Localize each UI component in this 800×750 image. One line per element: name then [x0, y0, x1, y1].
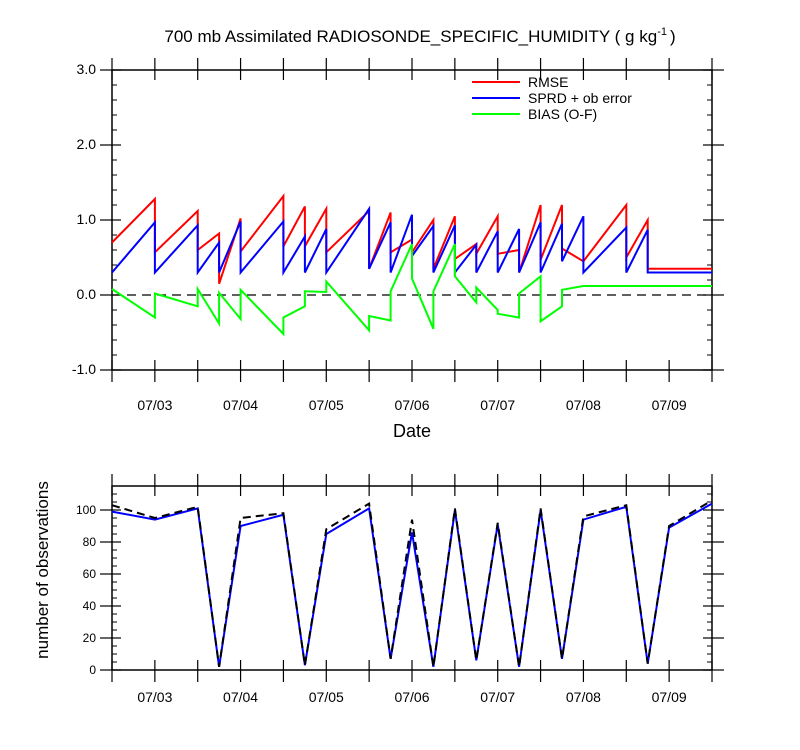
x-tick-label: 07/03 — [137, 397, 172, 413]
x-tick-label: 07/09 — [652, 689, 687, 705]
series-line-used — [111, 502, 713, 667]
x-tick-label: 07/06 — [394, 689, 429, 705]
x-tick-label: 07/04 — [223, 689, 258, 705]
series-line-possible — [111, 499, 713, 667]
y-tick-label: 60 — [83, 567, 97, 581]
x-axis-label: Date — [393, 421, 431, 441]
x-tick-label: 07/04 — [223, 397, 258, 413]
y-axis-label: number of observations — [33, 481, 52, 659]
title-suffix: ) — [670, 27, 676, 46]
legend-label: BIAS (O-F) — [528, 106, 597, 122]
top-plot-area: -1.0 0.0 1.0 2.0 3.0 07/03 07/04 07/05 07/06 07/0… — [72, 58, 724, 413]
plot-frame — [111, 485, 713, 671]
title-exponent: -1 — [657, 26, 667, 38]
legend-label: SPRD + ob error — [528, 90, 632, 106]
series-line-bias-o-f- — [111, 243, 712, 337]
y-tick-label: 2.0 — [77, 136, 97, 152]
y-tick-label: -1.0 — [72, 361, 96, 377]
y-tick-label: 3.0 — [77, 61, 97, 77]
legend-label: RMSE — [528, 74, 568, 90]
chart-title: 700 mb Assimilated RADIOSONDE_SPECIFIC_H… — [164, 26, 675, 46]
y-tick-label: 100 — [76, 503, 96, 517]
title-main: 700 mb Assimilated RADIOSONDE_SPECIFIC_H… — [164, 27, 657, 46]
y-tick-label: 0.0 — [77, 286, 97, 302]
x-tick-label: 07/08 — [566, 397, 601, 413]
x-tick-label: 07/03 — [137, 689, 172, 705]
x-tick-label: 07/09 — [652, 397, 687, 413]
y-tick-label: 0 — [89, 663, 96, 677]
x-tick-label: 07/05 — [309, 397, 344, 413]
x-tick-label: 07/07 — [480, 689, 515, 705]
x-tick-label: 07/05 — [309, 689, 344, 705]
bottom-plot-area: 0 20 40 60 80 100 07/03 07/04 07/05 07/06 07/07 07/… — [76, 474, 724, 705]
y-tick-label: 40 — [83, 599, 97, 613]
y-tick-label: 1.0 — [77, 211, 97, 227]
y-tick-label: 20 — [83, 631, 97, 645]
x-tick-label: 07/08 — [566, 689, 601, 705]
x-tick-label: 07/06 — [394, 397, 429, 413]
x-tick-label: 07/07 — [480, 397, 515, 413]
rmse-spread-bias-panel: 700 mb Assimilated RADIOSONDE_SPECIFIC_H… — [72, 26, 724, 441]
observation-count-panel: 0 20 40 60 80 100 07/03 07/04 07/05 07/06 07/07 07/… — [33, 474, 724, 705]
y-tick-label: 80 — [83, 535, 97, 549]
series-line-sprd-ob-error — [111, 205, 712, 277]
